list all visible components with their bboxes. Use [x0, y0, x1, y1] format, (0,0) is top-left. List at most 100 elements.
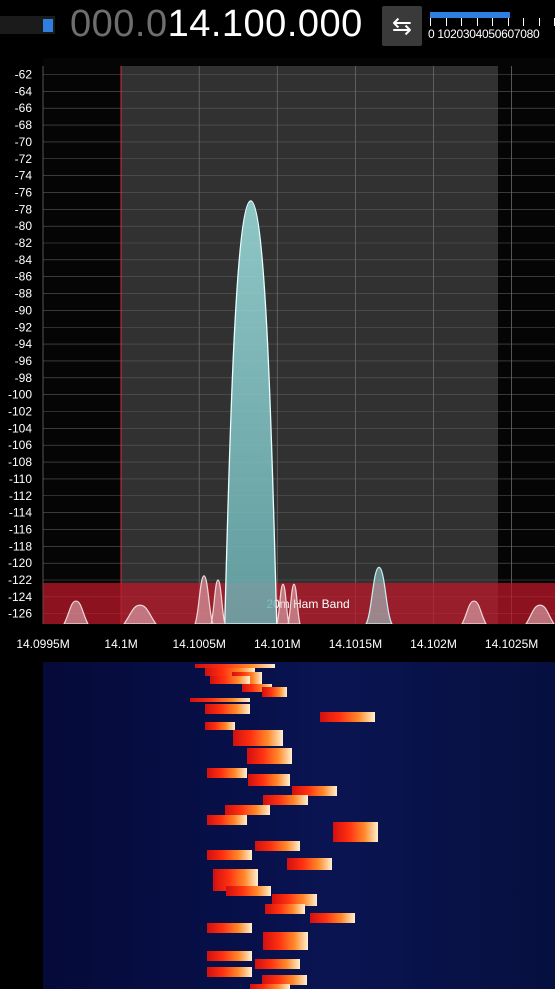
db-tick-label: -80	[15, 219, 33, 233]
waterfall-trace	[333, 822, 378, 842]
squelch-scale-labels: 0 1020304050607080	[428, 27, 540, 41]
waterfall-trace	[205, 668, 255, 676]
frequency-tick-label: 14.102M	[410, 637, 457, 651]
squelch-tick	[523, 18, 524, 26]
waterfall-trace	[233, 730, 283, 746]
waterfall-trace	[263, 795, 308, 805]
db-tick-label: -68	[15, 118, 33, 132]
waterfall-plot	[190, 664, 378, 989]
frequency-tick-label: 14.1015M	[329, 637, 382, 651]
noise-bump	[287, 583, 301, 624]
waterfall-trace	[250, 984, 290, 989]
db-tick-label: -94	[15, 337, 33, 351]
main-signal-peak	[224, 200, 278, 624]
waterfall-trace	[248, 774, 290, 786]
waterfall-trace	[190, 698, 250, 702]
frequency-tick-label: 14.101M	[254, 637, 301, 651]
frequency-tick-label: 14.1M	[104, 637, 137, 651]
spectrum-analyzer[interactable]: -62 -64 -66 -68 -70 -72 -74 -76 -78 -80 -82 -84 -86 -…	[0, 58, 555, 624]
db-tick-label: -106	[8, 438, 32, 452]
noise-bump	[194, 575, 214, 624]
waterfall-trace	[263, 932, 308, 950]
signal-strength-meter	[0, 16, 55, 34]
frequency-axis: 14.0995M 14.1M 14.1005M 14.101M 14.1015M 14.1…	[0, 624, 555, 662]
spectrum-signals	[63, 200, 555, 624]
noise-bump	[461, 600, 487, 624]
db-tick-label: -120	[8, 556, 32, 570]
db-tick-label: -82	[15, 236, 33, 250]
db-tick-label: -104	[8, 421, 32, 435]
db-tick-label: -84	[15, 253, 33, 267]
db-tick-label: -108	[8, 455, 32, 469]
db-tick-label: -114	[9, 506, 32, 520]
squelch-tick	[476, 18, 478, 26]
squelch-tick	[507, 18, 509, 26]
db-tick-label: -118	[9, 539, 32, 553]
db-tick-label: -86	[15, 270, 33, 284]
waterfall-trace	[310, 913, 355, 923]
squelch-tick	[461, 18, 462, 26]
db-tick-label: -124	[8, 590, 32, 604]
squelch-slider[interactable]: 0 1020304050607080	[428, 8, 555, 44]
db-tick-label: -62	[15, 68, 33, 82]
noise-bump	[210, 579, 226, 624]
waterfall-trace	[213, 869, 258, 891]
top-bar: 000.014.100.000 ⇆ 0 1020304050607080	[0, 0, 555, 52]
frequency-leading-digits[interactable]: 000.0	[70, 3, 168, 45]
db-tick-label: -78	[15, 202, 33, 216]
db-tick-label: -88	[15, 287, 33, 301]
waterfall-trace	[210, 676, 250, 684]
db-tick-label: -74	[15, 169, 33, 183]
waterfall-trace	[255, 841, 300, 851]
waterfall-trace	[205, 722, 235, 730]
db-tick-label: -102	[8, 405, 32, 419]
db-tick-label: -116	[9, 522, 32, 536]
frequency-axis-plot: 14.0995M 14.1M 14.1005M 14.101M 14.1015M 14.1…	[16, 637, 538, 651]
selection-range[interactable]	[121, 66, 498, 624]
waterfall-trace	[262, 687, 287, 697]
db-tick-label: -70	[15, 135, 33, 149]
waterfall-trace	[247, 748, 292, 764]
waterfall-trace	[272, 894, 317, 906]
noise-bump	[525, 604, 555, 624]
db-axis: -62 -64 -66 -68 -70 -72 -74 -76 -78 -80 -82 -84 -86 -…	[8, 68, 32, 621]
noise-bump	[63, 600, 89, 624]
waterfall-display[interactable]	[0, 662, 555, 989]
db-tick-label: -100	[8, 388, 32, 402]
db-tick-label: -98	[15, 371, 33, 385]
waterfall-trace	[207, 967, 252, 977]
squelch-tick	[492, 18, 493, 26]
squelch-tick	[538, 18, 540, 26]
squelch-tick	[430, 18, 431, 26]
squelch-level-bar[interactable]	[430, 12, 510, 18]
swap-arrows-icon: ⇆	[391, 12, 413, 40]
frequency-labels: 14.0995M 14.1M 14.1005M 14.101M 14.1015M 14.1…	[16, 637, 538, 651]
waterfall-trace	[265, 904, 305, 914]
db-tick-label: -122	[8, 573, 32, 587]
db-tick-label: -112	[9, 489, 32, 503]
db-tick-label: -72	[15, 152, 33, 166]
waterfall-trace	[225, 805, 270, 815]
waterfall-trace	[207, 815, 247, 825]
waterfall-trace	[207, 923, 252, 933]
waterfall-trace	[287, 858, 332, 870]
frequency-digits[interactable]: 14.100.000	[167, 3, 363, 45]
noise-bump	[123, 604, 157, 624]
waterfall-trace	[262, 975, 307, 985]
db-tick-label: -126	[8, 607, 32, 621]
squelch-tick	[445, 18, 447, 26]
waterfall-trace	[195, 664, 275, 668]
db-tick-label: -76	[15, 185, 33, 199]
side-signal-peak	[365, 566, 393, 624]
waterfall-traces	[190, 664, 378, 989]
waterfall-trace	[292, 786, 337, 796]
waterfall-trace	[207, 951, 252, 961]
frequency-display[interactable]: 000.014.100.000	[70, 3, 363, 46]
waterfall-trace	[207, 850, 252, 860]
waterfall-trace	[242, 684, 272, 692]
frequency-tick-label: 14.1005M	[173, 637, 226, 651]
spectrum-plot[interactable]: -62 -64 -66 -68 -70 -72 -74 -76 -78 -80 -82 -84 -86 -…	[0, 58, 555, 624]
waterfall-trace	[226, 886, 271, 896]
swap-button[interactable]: ⇆	[382, 6, 422, 46]
waterfall-trace	[207, 768, 247, 778]
